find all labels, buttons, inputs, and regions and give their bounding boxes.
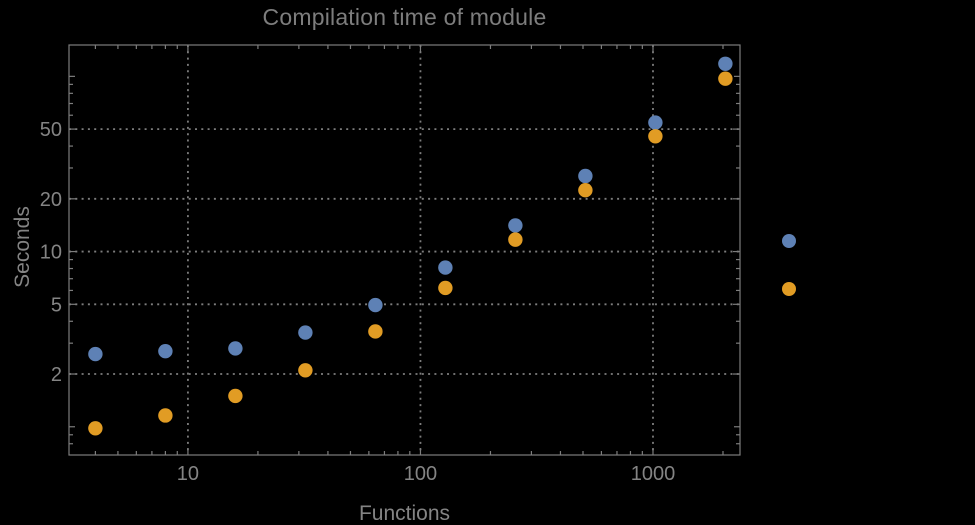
y-tick-label: 2 bbox=[51, 364, 62, 386]
data-point-orange bbox=[158, 408, 173, 423]
tick-labels: 10 100 1000 2 5 10 20 50 bbox=[40, 119, 675, 485]
series-orange-points bbox=[88, 71, 733, 436]
x-tick-label: 10 bbox=[177, 463, 199, 485]
data-point-orange bbox=[298, 363, 313, 378]
data-point-orange bbox=[578, 182, 593, 198]
y-tick-label: 5 bbox=[51, 294, 62, 316]
data-point-blue bbox=[298, 325, 313, 340]
data-point-blue bbox=[88, 346, 103, 362]
data-point-blue bbox=[648, 115, 663, 130]
data-point-blue bbox=[228, 341, 243, 356]
data-point-blue bbox=[578, 168, 593, 184]
data-point-blue bbox=[508, 218, 523, 233]
data-point-orange bbox=[718, 71, 733, 86]
legend bbox=[782, 234, 796, 296]
y-axis-label: Seconds bbox=[11, 206, 34, 288]
plot-frame-border bbox=[68, 44, 741, 456]
x-tick-label: 100 bbox=[404, 463, 437, 485]
data-point-orange bbox=[88, 421, 103, 436]
data-point-blue bbox=[368, 297, 383, 313]
legend-marker-blue bbox=[782, 234, 796, 248]
chart-title: Compilation time of module bbox=[262, 4, 547, 30]
x-axis-label: Functions bbox=[358, 502, 451, 525]
data-point-orange bbox=[368, 324, 383, 339]
y-tick-label: 10 bbox=[40, 242, 62, 264]
data-point-orange bbox=[228, 388, 243, 404]
data-point-orange bbox=[648, 129, 663, 144]
axis-ticks bbox=[69, 45, 740, 455]
data-point-orange bbox=[508, 232, 523, 247]
series-blue-points bbox=[88, 56, 733, 362]
data-point-orange bbox=[438, 280, 453, 296]
data-point-blue bbox=[438, 260, 453, 275]
data-point-blue bbox=[718, 56, 733, 71]
x-tick-label: 1000 bbox=[631, 463, 676, 485]
y-tick-label: 50 bbox=[40, 119, 62, 141]
gridlines bbox=[69, 45, 740, 455]
data-point-blue bbox=[158, 343, 173, 359]
y-tick-label: 20 bbox=[40, 189, 62, 211]
legend-marker-orange bbox=[782, 282, 796, 296]
